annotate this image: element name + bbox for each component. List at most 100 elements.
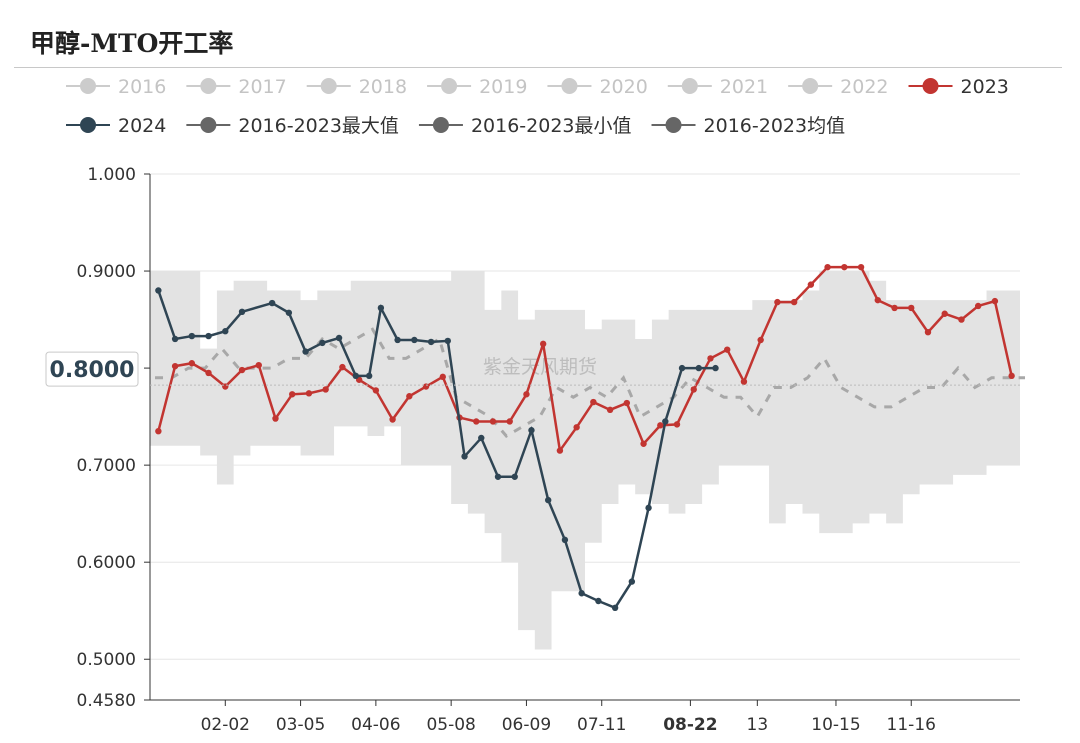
data-point-2024[interactable]	[411, 336, 418, 344]
data-point-2023[interactable]	[724, 346, 731, 353]
data-point-2024[interactable]	[511, 473, 518, 480]
data-point-2024[interactable]	[335, 334, 343, 342]
data-point-2023[interactable]	[874, 296, 881, 304]
legend-item-2016[interactable]: 2016	[66, 76, 166, 98]
data-point-2024[interactable]	[319, 339, 326, 347]
data-point-2023[interactable]	[707, 355, 714, 362]
legend-item-2021[interactable]: 2021	[667, 76, 768, 98]
data-point-2024[interactable]	[155, 287, 162, 294]
data-point-2023[interactable]	[991, 297, 999, 305]
data-point-2024[interactable]	[377, 304, 385, 312]
data-point-2023[interactable]	[188, 360, 196, 367]
data-point-2023[interactable]	[590, 398, 597, 406]
data-point-2023[interactable]	[238, 366, 246, 374]
legend-item-2016-2023最小值[interactable]: 2016-2023最小值	[418, 115, 632, 137]
data-point-2023[interactable]	[339, 363, 346, 371]
data-point-2024[interactable]	[302, 348, 309, 355]
legend-item-2022[interactable]: 2022	[788, 76, 889, 98]
legend-item-2016-2023最大值[interactable]: 2016-2023最大值	[186, 115, 399, 137]
data-point-2024[interactable]	[595, 597, 602, 605]
data-point-2024[interactable]	[171, 335, 179, 343]
data-point-2023[interactable]	[941, 310, 948, 317]
data-point-2023[interactable]	[606, 406, 614, 414]
data-point-2023[interactable]	[974, 302, 982, 310]
data-point-2024[interactable]	[205, 332, 212, 340]
data-point-2024[interactable]	[662, 418, 669, 425]
data-point-2024[interactable]	[695, 364, 702, 372]
legend-item-2018[interactable]: 2018	[306, 76, 407, 98]
data-point-2024[interactable]	[628, 578, 636, 585]
legend-item-2017[interactable]: 2017	[186, 76, 287, 98]
data-point-2024[interactable]	[238, 308, 246, 316]
data-point-2023[interactable]	[841, 263, 848, 271]
data-point-2023[interactable]	[908, 304, 915, 312]
data-point-2023[interactable]	[573, 424, 580, 431]
legend[interactable]: 2016 2017 2018 2019 2020 2021 2022 2023 2024 2016…	[66, 76, 1009, 137]
legend-item-2023[interactable]: 2023	[908, 76, 1009, 98]
data-point-2023[interactable]	[539, 340, 547, 348]
data-point-2023[interactable]	[690, 386, 697, 393]
data-point-2023[interactable]	[790, 298, 798, 306]
x-tick-label: 03-05	[276, 715, 325, 735]
data-point-2023[interactable]	[673, 421, 681, 428]
data-point-2023[interactable]	[222, 383, 229, 390]
data-point-2023[interactable]	[623, 399, 631, 407]
data-point-2023[interactable]	[924, 328, 932, 336]
data-point-2023[interactable]	[657, 422, 664, 429]
data-point-2024[interactable]	[427, 338, 435, 346]
data-point-2023[interactable]	[640, 440, 647, 447]
data-point-2024[interactable]	[645, 504, 652, 512]
data-point-2023[interactable]	[857, 263, 865, 271]
data-point-2023[interactable]	[489, 418, 497, 425]
data-point-2023[interactable]	[757, 336, 764, 344]
data-point-2024[interactable]	[611, 604, 619, 612]
data-point-2023[interactable]	[506, 418, 513, 425]
data-point-2024[interactable]	[352, 372, 359, 380]
data-point-2023[interactable]	[289, 391, 296, 398]
data-point-2023[interactable]	[439, 373, 446, 381]
data-point-2023[interactable]	[891, 304, 898, 312]
data-point-2023[interactable]	[740, 378, 748, 385]
data-point-2023[interactable]	[205, 369, 212, 377]
legend-item-2024[interactable]: 2024	[66, 115, 166, 137]
data-point-2023[interactable]	[556, 447, 564, 454]
data-point-2023[interactable]	[807, 281, 815, 288]
data-point-2023[interactable]	[372, 387, 380, 394]
data-point-2023[interactable]	[958, 316, 965, 323]
data-point-2024[interactable]	[528, 427, 535, 434]
data-point-2023[interactable]	[406, 393, 413, 400]
data-point-2023[interactable]	[1008, 372, 1015, 380]
data-point-2023[interactable]	[305, 390, 313, 397]
data-point-2024[interactable]	[394, 336, 401, 344]
data-point-2024[interactable]	[678, 364, 686, 372]
legend-item-2019[interactable]: 2019	[427, 76, 527, 98]
x-tick-label: 04-06	[351, 715, 400, 735]
data-point-2024[interactable]	[365, 372, 373, 380]
data-point-2024[interactable]	[561, 536, 569, 544]
data-point-2024[interactable]	[478, 434, 485, 442]
data-point-2024[interactable]	[222, 328, 229, 335]
data-point-2023[interactable]	[322, 386, 329, 393]
data-point-2023[interactable]	[155, 427, 162, 435]
data-point-2023[interactable]	[824, 263, 831, 271]
data-point-2023[interactable]	[422, 383, 430, 390]
data-point-2024[interactable]	[188, 332, 196, 340]
data-point-2024[interactable]	[268, 299, 276, 307]
data-point-2024[interactable]	[461, 453, 468, 460]
data-point-2023[interactable]	[473, 418, 480, 425]
data-point-2024[interactable]	[494, 473, 502, 480]
data-point-2024[interactable]	[444, 337, 452, 345]
data-point-2023[interactable]	[389, 416, 396, 423]
data-point-2023[interactable]	[523, 391, 530, 398]
data-point-2023[interactable]	[255, 361, 262, 369]
legend-item-2016-2023均值[interactable]: 2016-2023均值	[651, 115, 846, 137]
data-point-2024[interactable]	[544, 496, 552, 504]
data-point-2023[interactable]	[272, 415, 279, 422]
data-point-2024[interactable]	[712, 364, 719, 372]
legend-marker	[561, 78, 578, 94]
data-point-2023[interactable]	[774, 298, 781, 306]
legend-item-2020[interactable]: 2020	[547, 76, 648, 98]
data-point-2023[interactable]	[171, 362, 179, 370]
data-point-2024[interactable]	[285, 309, 293, 316]
data-point-2024[interactable]	[578, 590, 585, 597]
